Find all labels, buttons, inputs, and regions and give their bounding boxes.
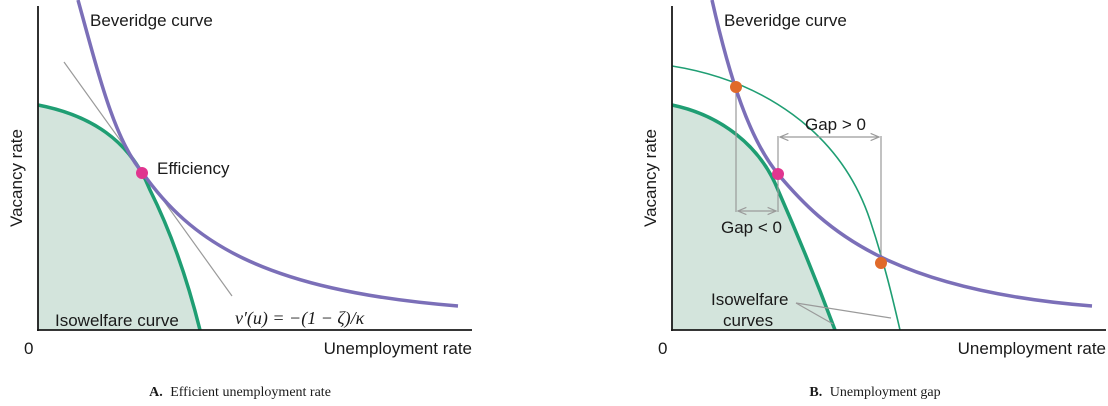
- beveridge-curve: [76, 0, 459, 308]
- origin-label-b: 0: [658, 339, 667, 358]
- efficiency-point: [136, 167, 148, 179]
- isowelfare-region-inner: [672, 105, 835, 330]
- y-axis-label: Vacancy rate: [7, 129, 26, 227]
- caption-a-letter: A.: [149, 385, 163, 400]
- leader-outer: [795, 302, 892, 319]
- isowelfare-label-b-line1: Isowelfare: [711, 290, 788, 309]
- isowelfare-region: [38, 105, 200, 330]
- x-axis-label-b: Unemployment rate: [958, 339, 1106, 358]
- isowelfare-label-b-line2: curves: [723, 311, 773, 330]
- caption-a: A. Efficient unemployment rate: [149, 385, 331, 400]
- panel-b: Vacancy rate Unemployment rate 0 Beverid…: [641, 0, 1106, 400]
- origin-label: 0: [24, 339, 33, 358]
- gap-negative-label: Gap < 0: [721, 218, 782, 237]
- beveridge-label-b: Beveridge curve: [724, 11, 847, 30]
- caption-b: B. Unemployment gap: [809, 385, 940, 400]
- caption-b-text: Unemployment gap: [830, 385, 941, 400]
- caption-b-letter: B.: [809, 385, 822, 400]
- efficiency-label: Efficiency: [157, 159, 230, 178]
- gap-point-lower: [875, 257, 887, 269]
- caption-a-text: Efficient unemployment rate: [170, 385, 331, 400]
- gap-point-upper: [730, 81, 742, 93]
- beveridge-label: Beveridge curve: [90, 11, 213, 30]
- isowelfare-curve: [37, 103, 202, 331]
- efficiency-point-b: [772, 168, 784, 180]
- leader-inner: [795, 302, 834, 325]
- tangent-formula: v′(u) = −(1 − ζ)/κ: [235, 308, 365, 329]
- y-axis-label-b: Vacancy rate: [641, 129, 660, 227]
- panel-a: Vacancy rate Unemployment rate 0 Beverid…: [7, 0, 472, 400]
- isowelfare-label: Isowelfare curve: [55, 311, 179, 330]
- gap-positive-label: Gap > 0: [805, 115, 866, 134]
- x-axis-label: Unemployment rate: [324, 339, 472, 358]
